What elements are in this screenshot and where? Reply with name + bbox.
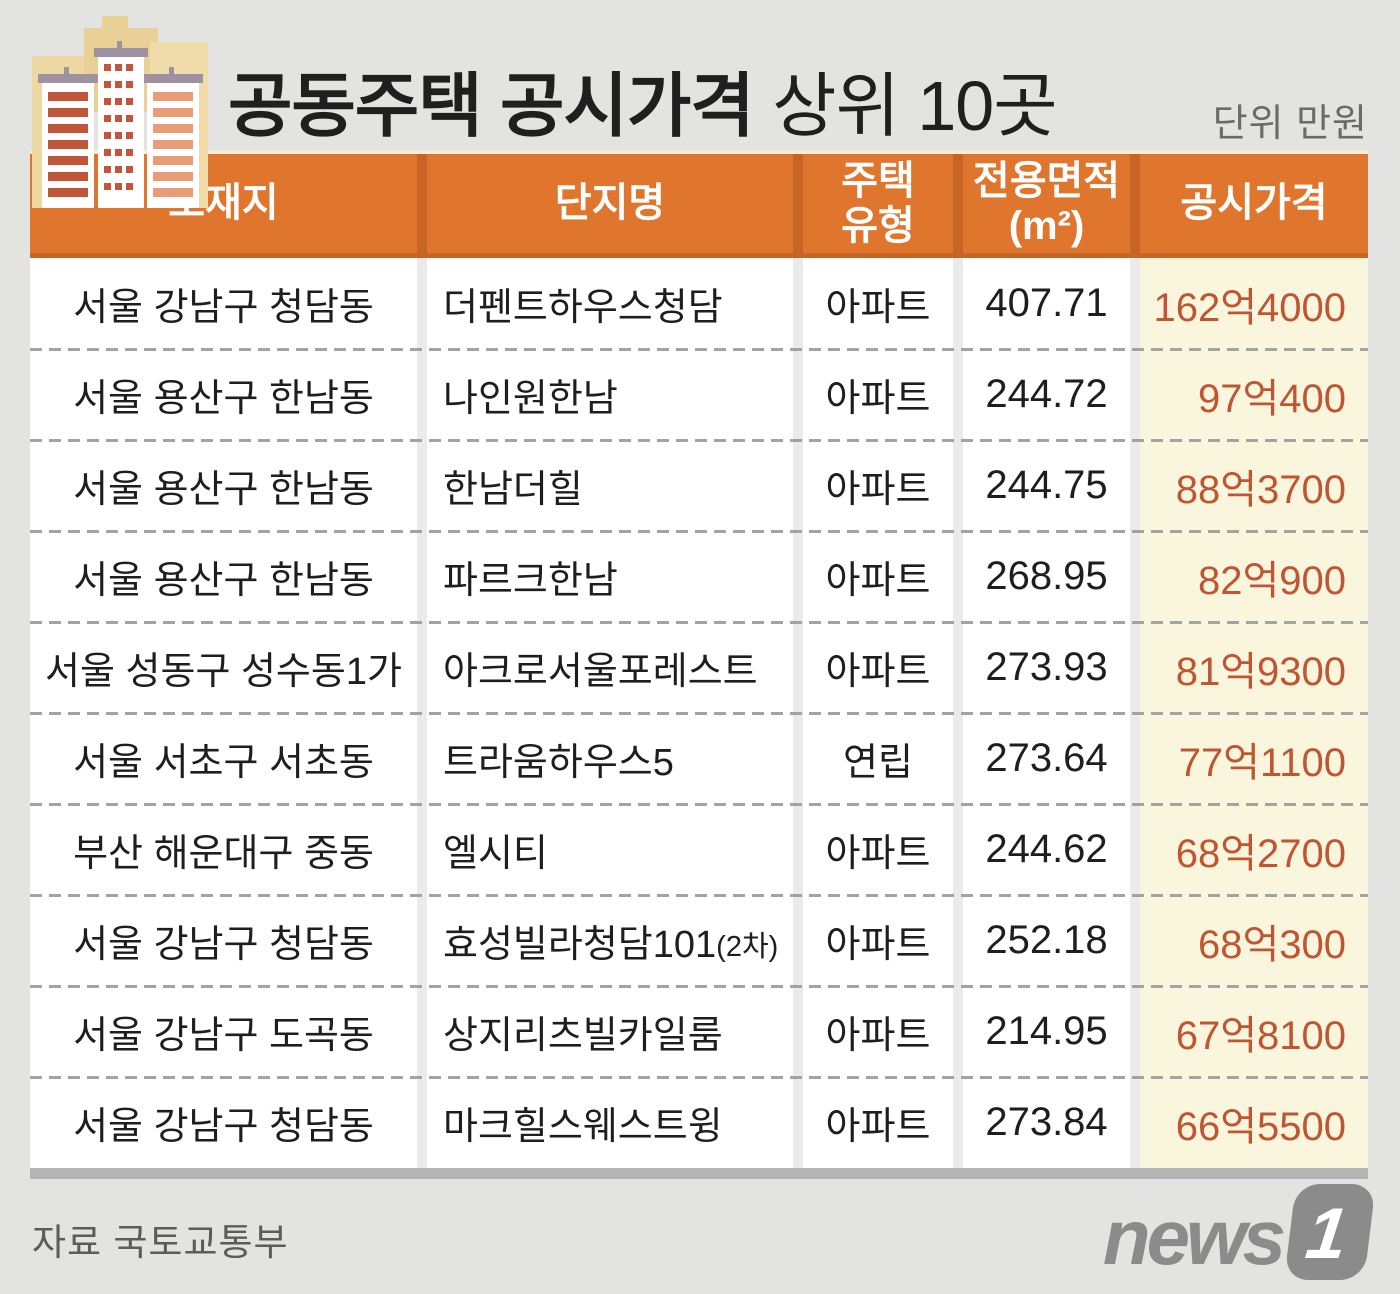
cell-price: 68억300 — [1140, 895, 1368, 986]
cell-price: 82억900 — [1140, 531, 1368, 622]
cell-location: 서울 강남구 청담동 — [30, 258, 417, 349]
page-title: 공동주택 공시가격 상위 10곳 — [228, 50, 1058, 151]
row-divider — [30, 348, 1368, 351]
header-area-line1: 전용면적 — [972, 158, 1121, 203]
cell-type: 아파트 — [803, 440, 953, 531]
cell-complex: 효성빌라청담101 (2차) — [427, 895, 793, 986]
row-divider — [30, 803, 1368, 806]
table-header-row: 소재지 단지명 주택 유형 전용면적 (m²) 공시가격 — [30, 150, 1368, 258]
cell-type: 아파트 — [803, 986, 953, 1077]
cell-area: 407.71 — [963, 258, 1130, 349]
cell-price: 162억4000 — [1140, 258, 1368, 349]
row-divider — [30, 985, 1368, 988]
page-title-sub: 상위 10곳 — [753, 67, 1058, 145]
header-complex-label: 단지명 — [554, 181, 666, 226]
row-divider — [30, 1076, 1368, 1079]
cell-area: 268.95 — [963, 531, 1130, 622]
cell-type: 아파트 — [803, 349, 953, 440]
cell-complex: 엘시티 — [427, 804, 793, 895]
cell-complex: 한남더힐 — [427, 440, 793, 531]
cell-type: 아파트 — [803, 1077, 953, 1168]
row-divider — [30, 712, 1368, 715]
cell-complex: 아크로서울포레스트 — [427, 622, 793, 713]
cell-type: 아파트 — [803, 531, 953, 622]
cell-type: 아파트 — [803, 804, 953, 895]
cell-location: 서울 강남구 도곡동 — [30, 986, 417, 1077]
cell-complex: 파르크한남 — [427, 531, 793, 622]
cell-location: 서울 서초구 서초동 — [30, 713, 417, 804]
cell-area: 214.95 — [963, 986, 1130, 1077]
cell-price: 88억3700 — [1140, 440, 1368, 531]
header-complex: 단지명 — [427, 154, 793, 253]
news1-logo-box: 1 — [1284, 1184, 1376, 1280]
cell-type: 아파트 — [803, 895, 953, 986]
cell-location: 서울 강남구 청담동 — [30, 895, 417, 986]
news1-logo-text: news — [1102, 1193, 1286, 1281]
cell-location: 서울 성동구 성수동1가 — [30, 622, 417, 713]
cell-location: 서울 강남구 청담동 — [30, 1077, 417, 1168]
row-divider — [30, 621, 1368, 624]
price-table: 소재지 단지명 주택 유형 전용면적 (m²) 공시가격 서울 강남구 청담동 … — [30, 150, 1368, 1179]
cell-area: 273.84 — [963, 1077, 1130, 1168]
cell-price: 81억9300 — [1140, 622, 1368, 713]
cell-complex: 나인원한남 — [427, 349, 793, 440]
cell-area: 244.62 — [963, 804, 1130, 895]
cell-price: 97억400 — [1140, 349, 1368, 440]
cell-type: 아파트 — [803, 258, 953, 349]
cell-complex: 상지리츠빌카일룸 — [427, 986, 793, 1077]
data-source-credit: 자료 국토교통부 — [32, 1222, 289, 1263]
cell-complex: 마크힐스웨스트윙 — [427, 1077, 793, 1168]
header-type: 주택 유형 — [803, 154, 953, 253]
cell-price: 68억2700 — [1140, 804, 1368, 895]
table-body: 서울 강남구 청담동 더펜트하우스청담 아파트 407.71 162억4000 … — [30, 258, 1368, 1168]
cell-price: 77억1100 — [1140, 713, 1368, 804]
row-divider — [30, 530, 1368, 533]
header-type-line2: 유형 — [841, 203, 915, 248]
row-divider — [30, 439, 1368, 442]
page-title-main: 공동주택 공시가격 — [228, 67, 755, 145]
cell-complex: 트라움하우스5 — [427, 713, 793, 804]
cell-type: 아파트 — [803, 622, 953, 713]
header-price: 공시가격 — [1140, 154, 1368, 253]
header-area: 전용면적 (m²) — [963, 154, 1130, 253]
cell-area: 252.18 — [963, 895, 1130, 986]
cell-type: 연립 — [803, 713, 953, 804]
cell-price: 67억8100 — [1140, 986, 1368, 1077]
cell-area: 244.75 — [963, 440, 1130, 531]
cell-price: 66억5500 — [1140, 1077, 1368, 1168]
news1-logo: news 1 — [1102, 1184, 1376, 1281]
header-price-label: 공시가격 — [1180, 181, 1328, 226]
cell-area: 273.93 — [963, 622, 1130, 713]
unit-note: 단위 만원 — [1212, 103, 1368, 145]
cell-complex: 더펜트하우스청담 — [427, 258, 793, 349]
cell-area: 273.64 — [963, 713, 1130, 804]
cell-area: 244.72 — [963, 349, 1130, 440]
apartment-buildings-icon — [32, 16, 208, 208]
cell-location: 서울 용산구 한남동 — [30, 349, 417, 440]
cell-location: 서울 용산구 한남동 — [30, 440, 417, 531]
row-divider — [30, 894, 1368, 897]
header-type-line1: 주택 — [841, 158, 915, 203]
cell-location: 서울 용산구 한남동 — [30, 531, 417, 622]
table-bottom-bar — [30, 1168, 1368, 1179]
header-area-line2: (m²) — [1008, 203, 1085, 248]
news1-logo-number: 1 — [1301, 1194, 1352, 1274]
cell-location: 부산 해운대구 중동 — [30, 804, 417, 895]
